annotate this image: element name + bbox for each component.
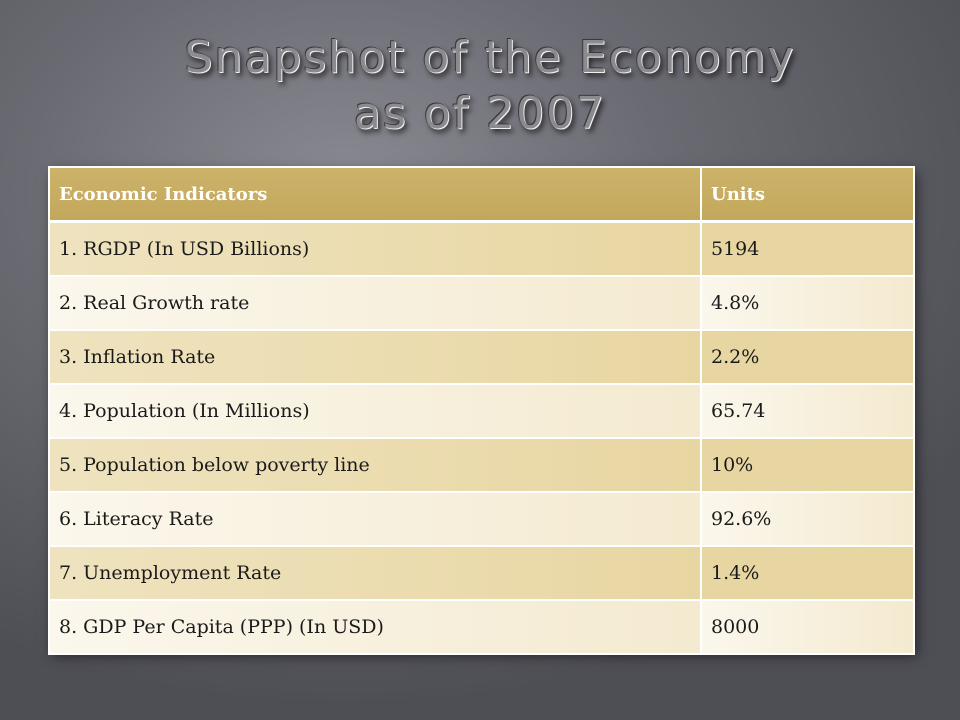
value-cell: 5194 (700, 220, 915, 277)
table-row: 2. Real Growth rate 4.8% (48, 275, 915, 331)
title-line-2: as of 2007 (353, 88, 607, 139)
indicator-cell: 1. RGDP (In USD Billions) (48, 220, 702, 277)
table-row: 1. RGDP (In USD Billions) 5194 (48, 220, 915, 277)
table-row: 3. Inflation Rate 2.2% (48, 329, 915, 385)
indicator-cell: 8. GDP Per Capita (PPP) (In USD) (48, 599, 702, 655)
indicator-cell: 7. Unemployment Rate (48, 545, 702, 601)
value-cell: 65.74 (700, 383, 915, 439)
value-cell: 8000 (700, 599, 915, 655)
indicator-cell: 5. Population below poverty line (48, 437, 702, 493)
economy-table: Economic Indicators Units 1. RGDP (In US… (48, 166, 915, 655)
table-row: 6. Literacy Rate 92.6% (48, 491, 915, 547)
table-row: 5. Population below poverty line 10% (48, 437, 915, 493)
value-cell: 2.2% (700, 329, 915, 385)
value-cell: 4.8% (700, 275, 915, 331)
economy-table-container: Economic Indicators Units 1. RGDP (In US… (48, 166, 915, 655)
header-units: Units (700, 166, 915, 223)
indicator-cell: 6. Literacy Rate (48, 491, 702, 547)
value-cell: 10% (700, 437, 915, 493)
table-row: 4. Population (In Millions) 65.74 (48, 383, 915, 439)
title-line-1: Snapshot of the Economy (184, 32, 796, 83)
value-cell: 1.4% (700, 545, 915, 601)
table-row: 7. Unemployment Rate 1.4% (48, 545, 915, 601)
indicator-cell: 2. Real Growth rate (48, 275, 702, 331)
table-row: 8. GDP Per Capita (PPP) (In USD) 8000 (48, 599, 915, 655)
table-header-row: Economic Indicators Units (48, 166, 915, 223)
indicator-cell: 4. Population (In Millions) (48, 383, 702, 439)
slide-title: Snapshot of the Economy as of 2007 (0, 30, 960, 142)
header-economic-indicators: Economic Indicators (48, 166, 702, 223)
indicator-cell: 3. Inflation Rate (48, 329, 702, 385)
value-cell: 92.6% (700, 491, 915, 547)
